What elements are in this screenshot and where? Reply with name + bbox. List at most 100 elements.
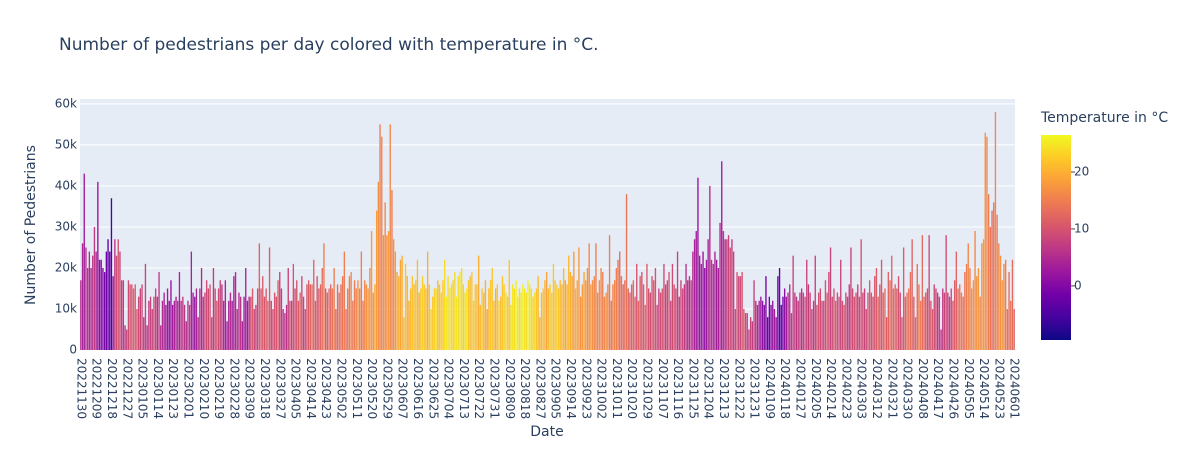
bar [107, 239, 109, 350]
bar [272, 308, 274, 350]
bar [173, 300, 176, 350]
bar [384, 202, 386, 350]
bar [722, 231, 725, 350]
bar [273, 292, 276, 350]
bar [697, 177, 699, 350]
bar [848, 284, 850, 350]
bar [770, 304, 772, 350]
bar [814, 255, 816, 350]
bar [144, 263, 147, 350]
bar [459, 272, 461, 350]
bar [897, 276, 900, 350]
bar [894, 284, 896, 350]
chart-title: Number of pedestrians per day colored wi… [59, 35, 599, 55]
bar [768, 296, 771, 350]
bar [464, 292, 466, 350]
bar [824, 280, 827, 350]
bar [734, 308, 737, 350]
bar [352, 300, 354, 350]
bar [595, 243, 597, 350]
bar [739, 276, 742, 350]
bar [610, 300, 612, 350]
bar [209, 284, 211, 350]
bar [535, 288, 538, 350]
x-tick-label: 20231107 [656, 358, 670, 419]
bar [863, 288, 866, 350]
bar [168, 300, 170, 350]
bar [867, 292, 869, 350]
bar [379, 124, 381, 351]
x-tick-label: 20230914 [564, 358, 578, 419]
bar [336, 284, 339, 350]
bar [666, 280, 669, 350]
x-tick-label: 20230625 [426, 358, 440, 419]
x-tick-label: 20230114 [151, 358, 165, 419]
bar [576, 280, 578, 350]
x-tick-label: 20230704 [442, 358, 456, 419]
bar [811, 308, 813, 350]
bar [950, 288, 952, 350]
bar [391, 190, 393, 350]
bar [382, 235, 385, 350]
bar [199, 288, 201, 350]
bar [585, 280, 587, 350]
bar [568, 255, 570, 350]
bar [178, 272, 181, 350]
x-tick-label: 20230228 [227, 358, 241, 419]
bar [102, 267, 104, 350]
bar [367, 288, 369, 350]
bar [632, 280, 635, 350]
bar [231, 300, 233, 350]
bar [348, 276, 351, 350]
bar [826, 292, 828, 350]
bar [625, 194, 628, 350]
bar [889, 280, 891, 350]
bar [200, 267, 203, 350]
x-tick-label: 20221209 [90, 358, 104, 419]
bar [688, 276, 691, 350]
x-tick-label: 20230722 [472, 358, 486, 419]
bar [469, 276, 471, 350]
bar [942, 288, 944, 350]
bar [704, 267, 706, 350]
y-tick-label: 0 [69, 343, 77, 357]
bar [292, 263, 295, 350]
bar [714, 251, 716, 350]
bar [449, 288, 451, 350]
bar [909, 272, 912, 350]
bar [738, 276, 740, 350]
bar [479, 304, 482, 350]
y-tick-label: 10k [55, 301, 77, 315]
bar [761, 300, 764, 350]
bar [326, 292, 329, 350]
bar [217, 288, 220, 350]
bar [882, 292, 884, 350]
bar [984, 132, 986, 350]
bar [833, 288, 835, 350]
x-tick-label: 20230105 [136, 358, 150, 419]
bar [103, 272, 106, 350]
x-tick-label: 20231029 [640, 358, 654, 419]
bar [552, 263, 555, 350]
bar [557, 288, 560, 350]
x-tick-label: 20231222 [732, 358, 746, 419]
bar [809, 292, 811, 350]
bar [547, 288, 550, 350]
bar [158, 272, 160, 350]
bar [224, 280, 227, 350]
x-tick-label: 20230818 [518, 358, 532, 419]
bar [301, 276, 303, 350]
bar [647, 288, 650, 350]
bar [726, 239, 728, 350]
bar [834, 300, 837, 350]
bar [508, 259, 510, 350]
bar [374, 284, 376, 350]
bar [840, 259, 842, 350]
bar [100, 259, 102, 350]
bar [413, 284, 415, 350]
bar [457, 276, 459, 350]
bar [260, 288, 262, 350]
x-tick-label: 20231116 [671, 358, 685, 419]
bar [270, 300, 272, 350]
bar [622, 284, 624, 350]
